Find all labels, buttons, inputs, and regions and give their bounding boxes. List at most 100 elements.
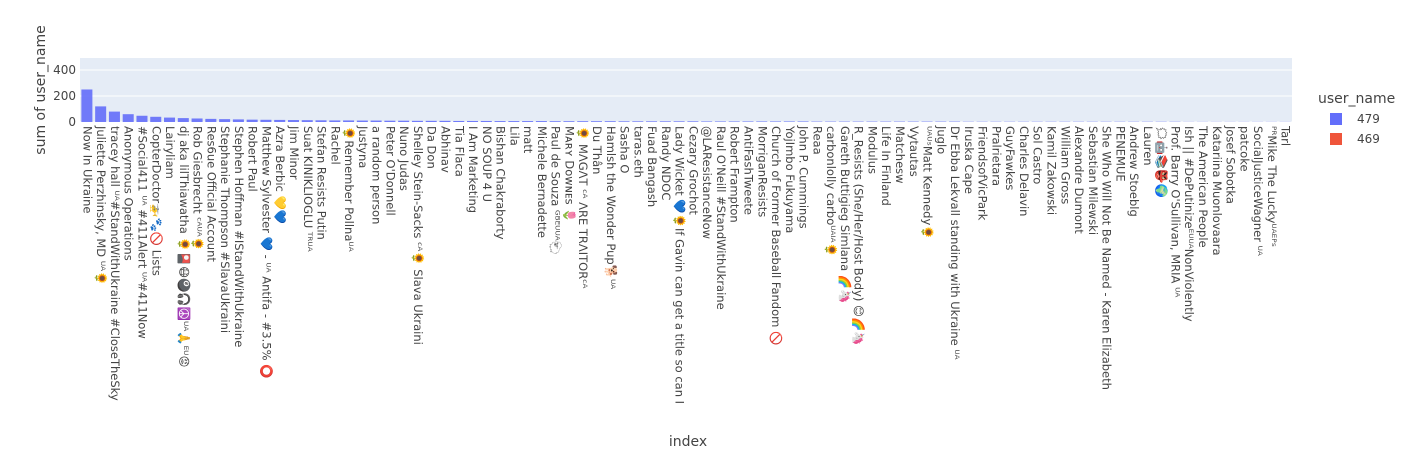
y-axis-title: sum of user_name xyxy=(33,25,49,154)
x-tick-label: FriendsofVicPark xyxy=(976,126,990,221)
x-tick-label: Robert Paul xyxy=(246,126,260,192)
x-tick-label: a random person xyxy=(370,126,384,224)
bar xyxy=(370,120,382,122)
x-tick-label: Robert Frampton xyxy=(728,126,742,223)
x-tick-label: Juliette Perzhinsky, MD ᵁᴬ🌻 xyxy=(94,125,108,285)
x-tick-label: Rachel xyxy=(328,126,342,165)
x-tick-label: Reaa xyxy=(810,126,824,155)
x-tick-label: Azra Berbic 💛💙 xyxy=(273,126,287,225)
x-tick-label: Cezary Grochot xyxy=(686,126,700,215)
x-tick-label: She Who Will Not Be Named - Karen Elizab… xyxy=(1100,126,1114,390)
bar xyxy=(535,121,547,122)
x-tick-label: Sasha O xyxy=(618,126,632,173)
x-tick-label: Now In Ukraine xyxy=(80,126,94,213)
legend-swatch xyxy=(1330,113,1342,125)
x-tick-label: AntiFashTweete xyxy=(741,126,755,215)
bar xyxy=(714,121,726,122)
bar xyxy=(356,120,368,122)
x-tick-label: Church of Former Baseball Fandom 🚫 xyxy=(769,126,783,345)
x-tick-label: ᴾᴿMike The Luckyᵁᴬᴱᴾˢ xyxy=(1265,126,1279,247)
bar xyxy=(315,120,327,122)
x-tick-label: taras.eth xyxy=(631,126,645,178)
x-tick-label: Paul de Souza ᴳᴮᴱᵁᵁᴬ🐑 xyxy=(549,126,563,255)
x-tick-label: #Social411 ᵁᴬ #411Alert ᵁᴬ#411Now xyxy=(135,126,149,339)
x-tick-label: Mᴀʀʏ Dᴏᴡɴᴇs 🌷 xyxy=(562,126,576,223)
bar xyxy=(453,120,465,122)
bar xyxy=(411,120,423,122)
x-tick-label: Life In Finland xyxy=(879,126,893,206)
bar xyxy=(219,119,231,122)
x-tick-label: I Am Marketing xyxy=(466,126,480,213)
bar xyxy=(301,120,313,122)
x-tick-label: Andrew Stoeblg xyxy=(1127,126,1141,217)
x-tick-label: Sol Castro xyxy=(1031,126,1045,184)
y-tick-label: 200 xyxy=(53,89,76,103)
x-tick-label: Ish || #DePutinizeᴱᵁᵁᴬNonViolently xyxy=(1182,126,1196,322)
x-tick-label: carbonlolly carboᵁᴬᴵᴬ🌻 xyxy=(824,126,838,257)
bar xyxy=(274,119,286,122)
x-tick-label: Peter O'Donnell xyxy=(383,126,397,216)
x-tick-label: PENEMUE xyxy=(1113,126,1127,182)
x-tick-label: The American People xyxy=(1196,125,1210,248)
x-tick-label: William Gross xyxy=(1058,126,1072,204)
bar xyxy=(659,121,671,122)
x-tick-label: ᵁᴬᵁˢMatt Kennedy🌻 xyxy=(921,126,935,240)
bar xyxy=(728,121,740,122)
x-tick-label: tracey hall ᵁᴬ#StandWithUkraine #CloseTh… xyxy=(108,126,122,401)
x-tick-label: Suat KINIKLIOGLU ᵀᴿᵁᴬ xyxy=(301,126,315,252)
x-tick-label: Nuno Judas xyxy=(397,126,411,191)
bar xyxy=(122,114,134,122)
bar xyxy=(136,115,148,122)
bar xyxy=(783,121,795,122)
bar xyxy=(770,121,782,122)
bar xyxy=(563,121,575,122)
bar xyxy=(108,111,120,122)
bar xyxy=(673,121,685,122)
bar xyxy=(480,120,492,122)
bar xyxy=(756,121,768,122)
legend-label: 479 xyxy=(1357,112,1380,126)
bar xyxy=(549,121,561,122)
bar xyxy=(646,121,658,122)
x-tick-label: Hamlsh the Wonder Pup🐕ᵁᴬ xyxy=(604,126,618,289)
bar xyxy=(618,121,630,122)
x-tick-label: Abhinav xyxy=(438,126,452,173)
x-tick-label: 🗯🤖📚👺🌍 xyxy=(1155,126,1170,198)
x-tick-label: Res6ue Official Account xyxy=(204,126,218,262)
x-tick-label: Du Thân xyxy=(590,126,604,174)
x-tick-label: Michele Bernadette xyxy=(535,126,549,238)
x-tick-label: Fuad Bangash xyxy=(645,126,659,207)
y-tick-label: 400 xyxy=(53,63,76,77)
x-tick-label: Iruska Cape xyxy=(962,126,976,194)
bar xyxy=(742,121,754,122)
x-tick-label: Raul O'Neill #StandWithUkraine xyxy=(714,126,728,310)
x-tick-label: Rob Giesbrecht ᶜᴬᵁᴬ🌻 xyxy=(191,126,205,251)
bar xyxy=(425,120,437,122)
x-tick-label: Lady Wicket 💙🌻If Gavin can get a title s… xyxy=(673,126,687,404)
legend-title: user_name xyxy=(1318,91,1395,107)
bar xyxy=(632,121,644,122)
x-tick-label: patcoke xyxy=(1237,126,1251,172)
x-tick-label: SocialJusticeWagner ᵁᴬ xyxy=(1251,126,1265,256)
x-tick-label: Tarl xyxy=(1279,125,1293,146)
bar xyxy=(191,118,203,122)
x-tick-label: Sebastian Milewski xyxy=(1086,126,1100,235)
bar xyxy=(81,89,93,122)
x-tick-label: Lairyliam xyxy=(163,126,177,179)
x-tick-label: Lauren xyxy=(1141,126,1155,166)
x-tick-label: 🌻 MΛGΛT ᶜᴬ ΛRE TRΛITORᶜᴬ xyxy=(576,126,590,288)
legend-swatch xyxy=(1330,133,1342,145)
x-tick-label: John P. Cummings xyxy=(797,125,811,229)
x-tick-label: Modulus xyxy=(865,126,879,174)
x-tick-label: Anonymous Operations xyxy=(122,126,136,261)
bar xyxy=(164,117,176,122)
bar xyxy=(287,120,299,122)
x-tick-label: Stephanie Thompson #SlavaUkraini xyxy=(218,126,232,333)
x-tick-label: YojImbo Fukuyama xyxy=(783,125,797,233)
x-tick-label: R_Resists (She/Her/Host Body) 😊🌈🦄 xyxy=(852,126,866,346)
bar xyxy=(797,121,809,122)
plot-background xyxy=(80,58,1292,122)
x-tick-label: NO SOUP 4 U xyxy=(480,126,494,202)
x-tick-label: Josef Sobotka xyxy=(1224,125,1238,204)
